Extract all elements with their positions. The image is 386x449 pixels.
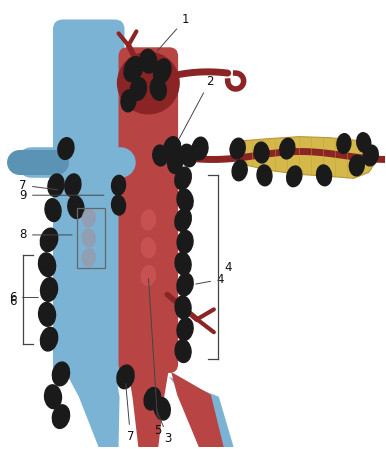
Ellipse shape [58, 138, 74, 159]
Ellipse shape [180, 144, 196, 167]
Ellipse shape [349, 155, 364, 176]
Text: 3: 3 [156, 409, 172, 445]
Text: 8: 8 [20, 229, 72, 242]
Ellipse shape [141, 266, 155, 286]
Ellipse shape [112, 176, 125, 195]
Ellipse shape [192, 137, 208, 160]
Ellipse shape [82, 229, 95, 247]
Ellipse shape [175, 167, 191, 189]
Bar [77, 208, 105, 268]
Ellipse shape [44, 385, 61, 409]
Ellipse shape [357, 133, 371, 153]
Ellipse shape [117, 365, 134, 389]
Ellipse shape [154, 397, 170, 420]
Text: 5: 5 [149, 278, 162, 437]
Polygon shape [230, 136, 377, 178]
Ellipse shape [175, 340, 191, 362]
FancyBboxPatch shape [119, 47, 178, 373]
Text: 4: 4 [224, 261, 232, 274]
Polygon shape [63, 367, 120, 447]
Ellipse shape [82, 249, 95, 267]
Ellipse shape [112, 195, 125, 215]
Ellipse shape [175, 209, 191, 231]
Ellipse shape [130, 78, 146, 100]
Polygon shape [127, 367, 169, 447]
Ellipse shape [118, 52, 179, 114]
Ellipse shape [141, 238, 155, 258]
Ellipse shape [65, 174, 81, 197]
Ellipse shape [82, 209, 95, 227]
Ellipse shape [257, 165, 272, 186]
Polygon shape [171, 372, 224, 447]
Ellipse shape [41, 327, 58, 351]
Ellipse shape [40, 228, 58, 251]
Ellipse shape [141, 210, 155, 230]
Text: 6: 6 [10, 291, 38, 304]
Ellipse shape [48, 174, 64, 197]
FancyBboxPatch shape [53, 19, 125, 377]
Ellipse shape [124, 57, 143, 82]
Text: 1: 1 [157, 13, 189, 51]
Ellipse shape [175, 252, 191, 275]
Ellipse shape [175, 296, 191, 319]
Ellipse shape [52, 362, 69, 386]
Ellipse shape [177, 318, 193, 341]
Text: 7: 7 [126, 383, 134, 443]
Ellipse shape [154, 59, 171, 84]
Ellipse shape [280, 138, 295, 159]
Ellipse shape [153, 145, 168, 166]
Text: 7: 7 [19, 179, 58, 192]
Text: 9: 9 [19, 189, 104, 202]
Text: 2: 2 [179, 75, 213, 138]
Ellipse shape [164, 137, 181, 160]
Ellipse shape [45, 199, 61, 221]
Text: 4: 4 [196, 273, 223, 286]
Ellipse shape [232, 160, 247, 181]
Ellipse shape [39, 303, 56, 326]
Ellipse shape [230, 138, 245, 159]
Ellipse shape [317, 165, 332, 186]
Ellipse shape [363, 145, 378, 166]
Ellipse shape [140, 49, 157, 73]
Ellipse shape [254, 142, 269, 163]
Ellipse shape [144, 387, 161, 410]
Ellipse shape [177, 189, 193, 211]
Ellipse shape [41, 277, 58, 301]
Ellipse shape [52, 405, 69, 428]
Ellipse shape [68, 196, 84, 219]
Polygon shape [169, 377, 234, 447]
Ellipse shape [150, 78, 166, 100]
Ellipse shape [177, 273, 193, 296]
Ellipse shape [121, 90, 136, 112]
Ellipse shape [177, 230, 193, 253]
Ellipse shape [337, 134, 351, 154]
Ellipse shape [39, 253, 56, 277]
Text: 6: 6 [10, 295, 17, 308]
Ellipse shape [168, 152, 183, 173]
Ellipse shape [287, 166, 302, 187]
